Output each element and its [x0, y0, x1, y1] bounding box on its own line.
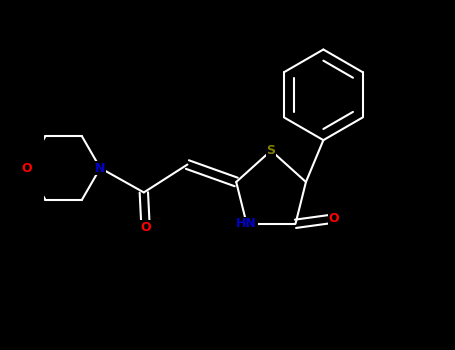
Text: O: O — [329, 212, 339, 225]
Text: HN: HN — [236, 217, 257, 230]
Text: S: S — [267, 144, 276, 157]
Text: O: O — [22, 162, 32, 175]
Text: N: N — [95, 162, 106, 175]
Text: O: O — [140, 221, 151, 234]
